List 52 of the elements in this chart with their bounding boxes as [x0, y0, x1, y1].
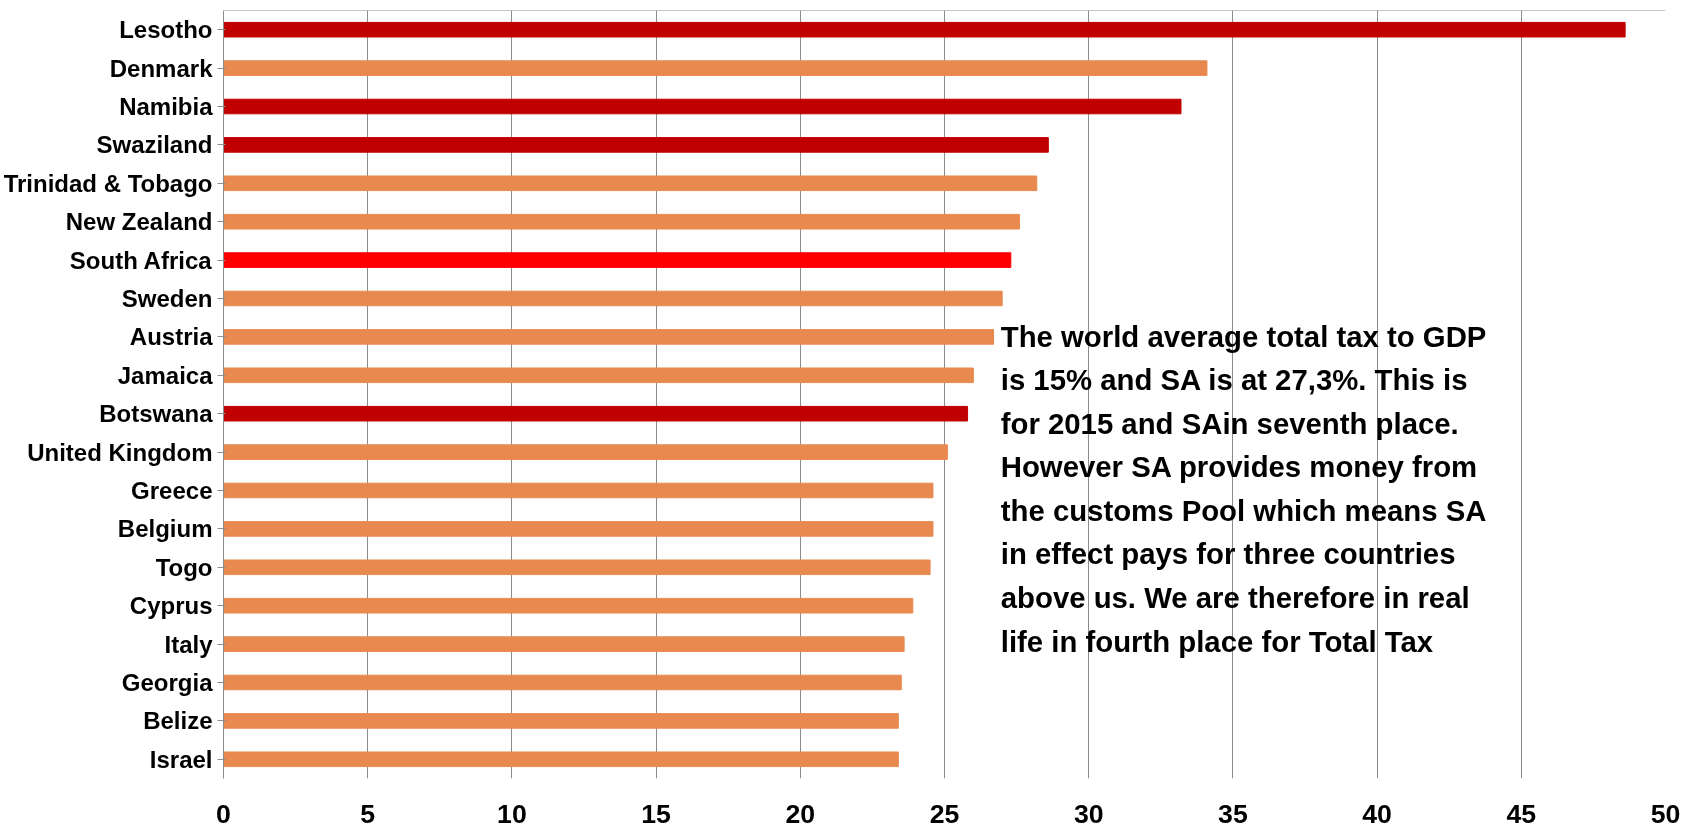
y-tick-label: Cyprus: [129, 592, 213, 620]
bar: [223, 98, 1182, 115]
y-tick-label: Togo: [155, 553, 213, 581]
x-tick-label: 20: [785, 798, 816, 829]
annotation: The world average total tax to GDP is 15% and SA is at 27,3%. This is for 2015 and SAin seventh place. However SA provides money from the customs Pool which means SA in effect pays for three countries above us. We are therefore in real life in fourth place for Total Tax: [1000, 319, 1487, 658]
bar: [223, 21, 1626, 38]
y-tick-label: Namibia: [119, 93, 214, 120]
y-tick-label: Sweden: [121, 285, 213, 312]
y-tick-label: Belize: [143, 707, 213, 735]
bar: [223, 713, 899, 729]
x-tick-label: 45: [1506, 798, 1537, 829]
bar: [223, 444, 948, 460]
y-tick-label: New Zealand: [65, 208, 213, 236]
bar: [223, 367, 974, 384]
x-tick-label: 50: [1650, 798, 1681, 829]
x-tick-label: 35: [1218, 798, 1248, 829]
x-tick-label: 10: [497, 798, 527, 829]
bar: [223, 137, 1049, 153]
bar: [223, 213, 1020, 230]
y-tick-label: Botswana: [99, 400, 214, 428]
x-tick-label: 25: [929, 798, 960, 829]
y-tick-label: Jamaica: [117, 361, 214, 389]
y-tick-label: United Kingdom: [27, 438, 213, 466]
y-tick-label: Italy: [164, 630, 214, 658]
bar: [223, 674, 902, 691]
x-tick-label: 0: [216, 798, 231, 829]
bar: [223, 175, 1038, 192]
bar: [223, 482, 934, 499]
y-tick-label: Israel: [149, 745, 213, 773]
bar: [223, 559, 931, 576]
bar: [223, 60, 1208, 76]
bar: [223, 597, 914, 614]
x-tick-label: 40: [1362, 798, 1392, 829]
x-tick-label: 30: [1073, 798, 1104, 829]
y-tick-label: Georgia: [121, 669, 214, 696]
x-tick-label: 5: [360, 798, 376, 829]
bar: [223, 252, 1012, 268]
bar: [223, 405, 969, 422]
bar: [223, 290, 1003, 307]
y-tick-label: Austria: [129, 323, 214, 351]
y-tick-label: South Africa: [69, 246, 213, 274]
y-tick-label: Denmark: [109, 54, 214, 82]
bar: [223, 751, 899, 768]
y-tick-label: Greece: [131, 477, 213, 504]
bar: [223, 521, 934, 537]
x-tick-label: 15: [641, 798, 672, 829]
bar: [223, 636, 905, 652]
y-tick-label: Belgium: [117, 515, 213, 543]
y-tick-label: Lesotho: [119, 16, 213, 44]
bar: [223, 329, 995, 345]
y-tick-label: Swaziland: [96, 131, 213, 159]
y-tick-label: Trinidad & Tobago: [3, 169, 213, 197]
